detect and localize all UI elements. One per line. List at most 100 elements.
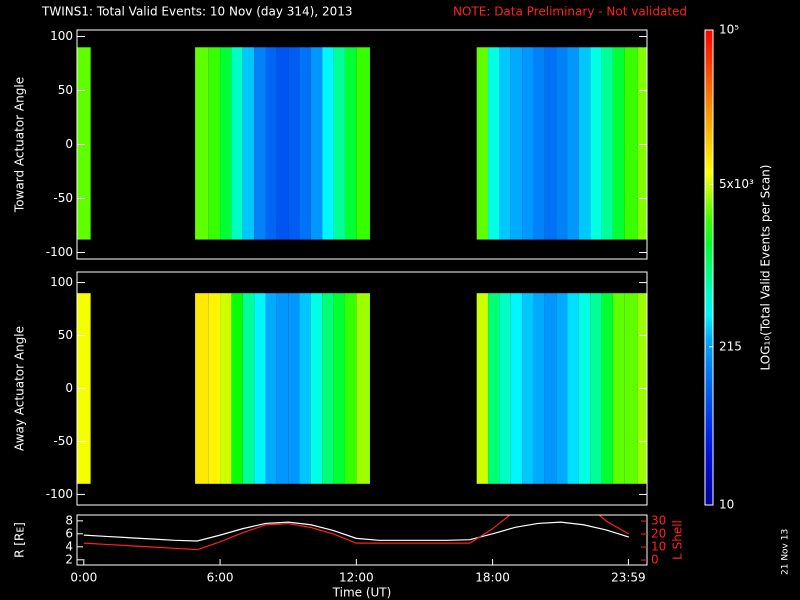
heat-cell bbox=[578, 293, 591, 484]
heat-cell bbox=[344, 293, 357, 484]
y-tick-label: 0 bbox=[65, 137, 73, 151]
heat-cell bbox=[195, 293, 209, 484]
heat-cell bbox=[208, 47, 221, 240]
heat-cell bbox=[533, 293, 545, 484]
heat-cell bbox=[544, 47, 557, 240]
heat-cell bbox=[299, 293, 311, 484]
heat-cell bbox=[510, 47, 523, 240]
heat-cell bbox=[637, 47, 647, 240]
heat-cell bbox=[356, 47, 370, 240]
note: NOTE: Data Preliminary - Not validated bbox=[453, 5, 687, 19]
heat-cell bbox=[288, 293, 300, 484]
heat-cell bbox=[510, 293, 523, 484]
heat-cell bbox=[333, 293, 345, 484]
lines bbox=[83, 515, 630, 551]
heat-cell bbox=[254, 293, 266, 484]
heat-cell bbox=[288, 47, 300, 240]
heat-cell bbox=[612, 293, 625, 484]
heat-cell bbox=[590, 293, 602, 484]
heat-cell bbox=[356, 293, 370, 484]
heat-cell bbox=[220, 47, 232, 240]
y2-tick-label: 10 bbox=[651, 540, 666, 554]
heat-cell bbox=[299, 47, 311, 240]
heat-cell bbox=[322, 47, 334, 240]
heat-cell bbox=[533, 47, 545, 240]
heat-cell bbox=[612, 47, 625, 240]
heat-cell bbox=[488, 47, 500, 240]
y-tick-label: 50 bbox=[58, 328, 73, 342]
heat-cell bbox=[344, 47, 357, 240]
heat-cell bbox=[578, 47, 591, 240]
y-tick-label: -100 bbox=[46, 487, 73, 501]
x-tick-label: 0:00 bbox=[70, 571, 97, 585]
heat-cell bbox=[567, 293, 579, 484]
y-axis-label: R [Rᴇ] bbox=[13, 522, 27, 558]
colorbar bbox=[704, 29, 714, 506]
y-tick-label: 100 bbox=[50, 29, 73, 43]
y-tick-label: 50 bbox=[58, 83, 73, 97]
y2-tick-label: 30 bbox=[651, 513, 666, 527]
x-tick-label: 12:00 bbox=[339, 571, 374, 585]
heat-cell bbox=[567, 47, 579, 240]
y-axis-label: Toward Actuator Angle bbox=[13, 77, 27, 213]
date-stamp: 21 Nov 13 bbox=[781, 529, 791, 575]
x-tick-label: 23:59 bbox=[611, 571, 646, 585]
colorbar-tick-label: 215 bbox=[719, 339, 742, 353]
y-axis-label: Away Actuator Angle bbox=[13, 326, 27, 451]
heat-cell bbox=[476, 47, 489, 240]
heat-cell bbox=[242, 47, 255, 240]
heat-cell bbox=[476, 293, 489, 484]
heat-cell bbox=[499, 47, 511, 240]
y2-axis-label: L Shell bbox=[671, 520, 685, 560]
x-tick-label: 18:00 bbox=[475, 571, 510, 585]
heat-cell bbox=[333, 47, 345, 240]
chart-title: TWINS1: Total Valid Events: 10 Nov (day … bbox=[41, 5, 353, 19]
heat-cell bbox=[195, 47, 209, 240]
y-tick-label: 8 bbox=[65, 513, 73, 527]
heat-cell bbox=[310, 293, 323, 484]
colorbar-tick-label: 10 bbox=[719, 498, 734, 512]
heat-cell bbox=[556, 47, 568, 240]
heat-cell bbox=[624, 47, 638, 240]
y-tick-label: 6 bbox=[65, 526, 73, 540]
heat-cell bbox=[522, 47, 534, 240]
heat-cell bbox=[265, 293, 277, 484]
heat-cell bbox=[276, 47, 289, 240]
heat-cell bbox=[499, 293, 511, 484]
heat-cell bbox=[488, 293, 500, 484]
x-tick-label: 6:00 bbox=[207, 571, 234, 585]
series-line bbox=[83, 515, 630, 551]
colorbar-label: LOG₁₀(Total Valid Events per Scan) bbox=[759, 165, 773, 371]
heat-cell bbox=[544, 293, 557, 484]
heat-cell bbox=[322, 293, 334, 484]
heat-cell bbox=[624, 293, 638, 484]
heat-cell bbox=[231, 293, 243, 484]
heat-cell bbox=[254, 47, 266, 240]
heat-cell bbox=[601, 47, 613, 240]
y-tick-label: -50 bbox=[53, 191, 73, 205]
heat-cell bbox=[220, 293, 232, 484]
series-line bbox=[83, 521, 630, 542]
heat-cell bbox=[590, 47, 602, 240]
y-tick-label: 4 bbox=[65, 539, 73, 553]
heat-cell bbox=[276, 293, 289, 484]
colorbar-tick-label: 10⁵ bbox=[719, 23, 739, 37]
heat-cell bbox=[310, 47, 323, 240]
heat-cell bbox=[522, 293, 534, 484]
heat-cell bbox=[77, 47, 91, 240]
plot-frame bbox=[76, 514, 648, 566]
heat-cell bbox=[208, 293, 221, 484]
heat-cell bbox=[231, 47, 243, 240]
heat-cell bbox=[601, 293, 613, 484]
heat-cell bbox=[556, 293, 568, 484]
y-tick-label: -100 bbox=[46, 245, 73, 259]
y-tick-label: 0 bbox=[65, 381, 73, 395]
y2-tick-label: 20 bbox=[651, 527, 666, 541]
y-tick-label: -50 bbox=[53, 434, 73, 448]
x-axis-label: Time (UT) bbox=[332, 586, 392, 600]
y2-tick-label: 0 bbox=[651, 553, 659, 567]
colorbar-tick-label: 5x10³ bbox=[719, 177, 754, 191]
y-tick-label: 2 bbox=[65, 552, 73, 566]
